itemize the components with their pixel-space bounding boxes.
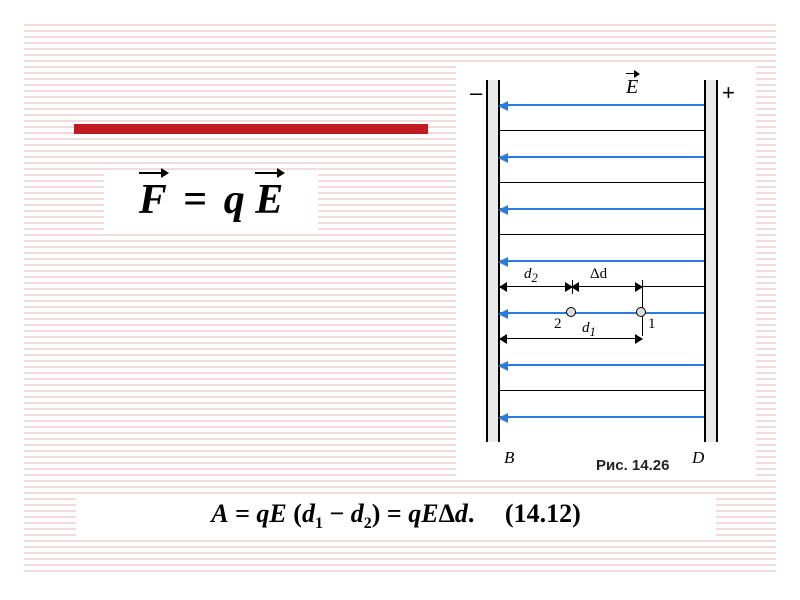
slide: F = q E – + E d2 Δd 2 1: [0, 0, 800, 600]
label-d1: d1: [582, 320, 596, 340]
force-equation-box: F = q E: [104, 170, 318, 230]
label-delta-d: Δd: [590, 266, 607, 283]
label-p1: 1: [648, 316, 656, 333]
work-equation-box: A = qE (d1 − d2) = qEΔd. (14.12): [76, 494, 716, 538]
symbol-q: q: [224, 177, 245, 223]
particle-2: [566, 307, 576, 317]
equation-number: (14.12): [505, 499, 581, 528]
field-line: [500, 364, 704, 366]
red-underline: [74, 124, 428, 134]
figure-caption: Рис. 14.26: [596, 457, 669, 474]
dim-d1: [500, 338, 642, 339]
vector-F: F: [139, 176, 167, 224]
label-D: D: [692, 448, 704, 468]
thin-line: [500, 182, 704, 183]
plate-right: [704, 80, 718, 442]
plus-sign: +: [722, 82, 735, 104]
label-p2: 2: [554, 316, 562, 333]
field-line: [500, 156, 704, 158]
vector-E-label: E: [626, 76, 638, 99]
dim-delta-d: [572, 286, 642, 287]
field-line: [500, 208, 704, 210]
dim-d2: [500, 286, 572, 287]
field-line: [500, 416, 704, 418]
particle-1: [636, 307, 646, 317]
label-d2: d2: [524, 266, 538, 286]
capacitor-figure: – + E d2 Δd 2 1 d1 B D: [456, 62, 756, 480]
field-line: [500, 104, 704, 106]
symbol-F: F: [139, 177, 167, 223]
work-equation: A = qE (d1 − d2) = qEΔd. (14.12): [211, 499, 580, 533]
thin-line: [500, 390, 704, 391]
field-line: [500, 312, 704, 314]
minus-sign: –: [470, 82, 482, 104]
force-equation: F = q E: [139, 176, 283, 224]
thin-line: [500, 234, 704, 235]
symbol-E: E: [255, 177, 283, 223]
equals-sign: =: [177, 177, 213, 223]
label-B: B: [504, 448, 514, 468]
tick-2: [572, 280, 573, 294]
vector-E: E: [255, 176, 283, 224]
field-line: [500, 260, 704, 262]
thin-line: [500, 130, 704, 131]
